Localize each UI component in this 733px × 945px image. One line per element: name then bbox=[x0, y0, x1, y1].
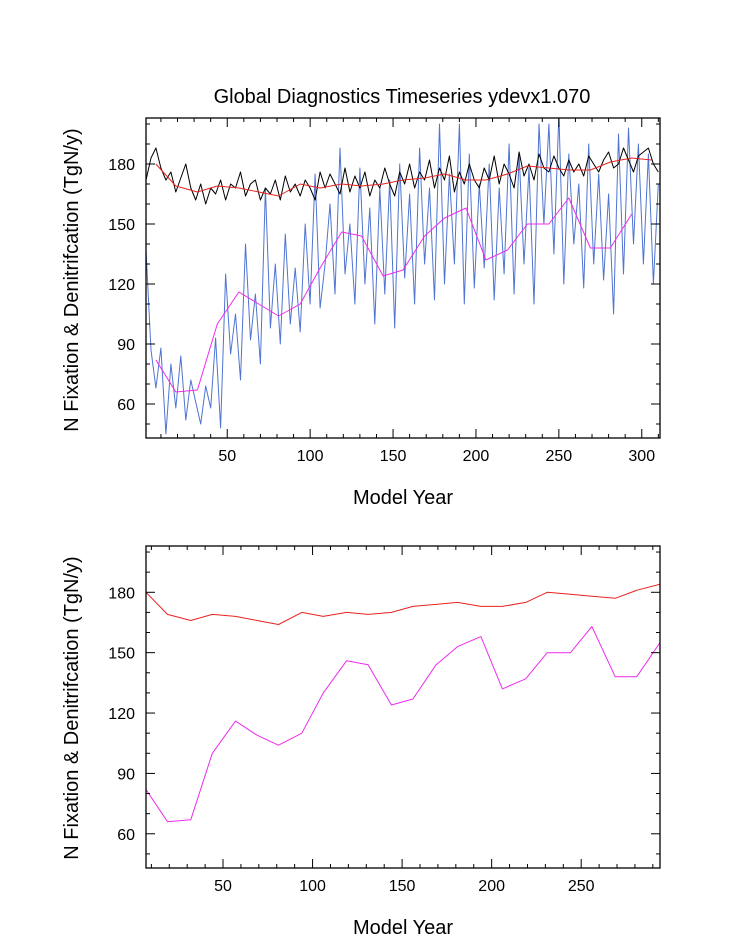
y-tick-label: 180 bbox=[108, 157, 135, 174]
y-tick-label: 150 bbox=[108, 646, 135, 663]
top-plot-series bbox=[146, 118, 659, 435]
series-line-denitrification-decadal-mean bbox=[155, 157, 652, 197]
x-tick-label: 50 bbox=[218, 448, 236, 465]
series-line-denitrification-decadal-mean bbox=[146, 583, 660, 625]
y-tick-label: 120 bbox=[108, 706, 135, 723]
series-line-n-fixation-decadal-mean bbox=[146, 626, 660, 823]
y-tick-label: 120 bbox=[108, 277, 135, 294]
x-tick-label: 50 bbox=[214, 878, 232, 895]
y-tick-label: 90 bbox=[117, 337, 135, 354]
top-plot-frame bbox=[145, 117, 661, 439]
y-tick-label: 150 bbox=[108, 217, 135, 234]
bottom-plot-ticks: 50 100 150 200 250 60 90 120 150 180 bbox=[108, 546, 660, 895]
y-tick-label: 60 bbox=[117, 397, 135, 414]
x-tick-label: 300 bbox=[628, 448, 655, 465]
bottom-plot-series bbox=[146, 583, 660, 823]
series-line-n-fixation-decadal-mean bbox=[155, 197, 633, 393]
top-y-axis-label: N Fixation & Denitrifcation (TgN/y) bbox=[61, 128, 83, 431]
x-tick-label: 150 bbox=[380, 448, 407, 465]
bottom-x-axis-label: Model Year bbox=[353, 917, 453, 939]
bottom-plot-frame bbox=[145, 545, 661, 869]
x-tick-label: 150 bbox=[389, 878, 416, 895]
bottom-plot-panel: 50 100 150 200 250 60 90 120 150 180 Model Year N… bbox=[61, 545, 661, 939]
bottom-y-axis-label: N Fixation & Denitrifcation (TgN/y) bbox=[61, 556, 83, 859]
y-tick-label: 90 bbox=[117, 766, 135, 783]
x-tick-label: 200 bbox=[463, 448, 490, 465]
x-tick-label: 250 bbox=[546, 448, 573, 465]
y-tick-label: 60 bbox=[117, 827, 135, 844]
x-tick-label: 200 bbox=[478, 878, 505, 895]
top-x-axis-label: Model Year bbox=[353, 487, 453, 509]
y-tick-label: 180 bbox=[108, 585, 135, 602]
x-tick-label: 250 bbox=[568, 878, 595, 895]
top-plot-ticks: 50 100 150 200 250 300 60 90 120 150 180 bbox=[108, 118, 660, 465]
series-line-denitrification-annual bbox=[146, 147, 659, 205]
x-tick-label: 100 bbox=[299, 878, 326, 895]
top-plot-panel: Global Diagnostics Timeseries ydevx1.070… bbox=[61, 86, 661, 509]
series-line-n-fixation-annual bbox=[146, 118, 659, 435]
x-tick-label: 100 bbox=[297, 448, 324, 465]
chart-title: Global Diagnostics Timeseries ydevx1.070 bbox=[214, 86, 591, 108]
